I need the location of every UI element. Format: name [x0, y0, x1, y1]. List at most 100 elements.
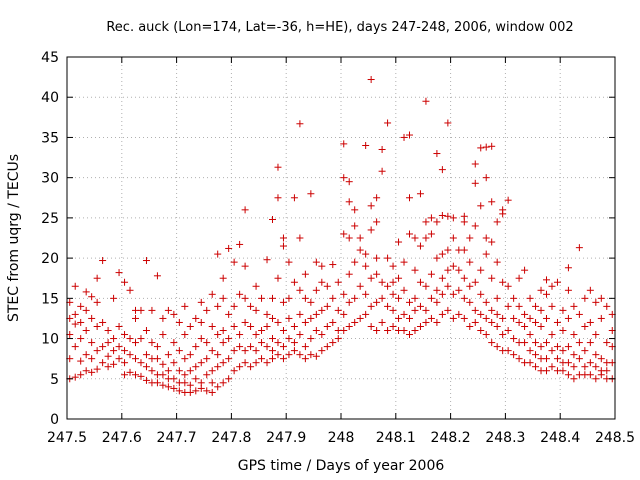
data-point [400, 258, 408, 266]
data-point [93, 298, 101, 306]
x-tick-label: 248.1 [376, 430, 416, 446]
data-point [411, 294, 419, 302]
data-point [208, 388, 216, 396]
data-point [477, 290, 485, 298]
data-point [384, 327, 392, 335]
data-point [389, 262, 397, 270]
data-point [230, 258, 238, 266]
data-point [148, 306, 156, 314]
data-point [351, 258, 359, 266]
data-point [159, 360, 167, 368]
data-point [192, 314, 200, 322]
data-point [422, 306, 430, 314]
data-point [159, 314, 167, 322]
data-point [214, 331, 222, 339]
data-point [373, 218, 381, 226]
data-point [570, 351, 578, 359]
data-point [208, 347, 216, 355]
data-point [471, 318, 479, 326]
data-point [132, 314, 139, 322]
data-point [318, 331, 326, 339]
data-point [548, 302, 556, 310]
data-point [269, 335, 276, 343]
chart-title: Rec. auck (Lon=174, Lat=-36, h=HE), days… [106, 20, 573, 35]
data-point [241, 262, 249, 270]
x-tick-label: 247.7 [157, 430, 197, 446]
data-point [186, 367, 194, 375]
x-tick-label: 247.6 [102, 430, 142, 446]
data-point [329, 339, 337, 347]
data-point [269, 294, 276, 302]
data-point [219, 274, 227, 282]
data-point [269, 355, 276, 363]
data-point [192, 343, 200, 351]
data-point [499, 206, 507, 214]
data-point [285, 335, 293, 343]
data-point [263, 343, 271, 351]
data-point [269, 314, 276, 322]
data-point [597, 314, 605, 322]
data-point [444, 119, 452, 127]
data-point [82, 327, 90, 335]
data-point [488, 318, 496, 326]
data-point [340, 327, 348, 335]
data-point [345, 234, 353, 242]
data-point [493, 218, 501, 226]
data-point [510, 335, 518, 343]
data-point [389, 322, 397, 330]
data-point [175, 347, 183, 355]
x-tick-label: 248.3 [485, 430, 525, 446]
data-point [159, 331, 167, 339]
data-point [279, 242, 287, 250]
data-point [466, 282, 474, 290]
data-point [88, 314, 96, 322]
data-point [225, 355, 233, 363]
data-point [460, 294, 468, 302]
data-point [71, 343, 79, 351]
data-point [263, 359, 271, 367]
data-point [406, 314, 413, 322]
data-point [137, 372, 145, 380]
data-point [548, 331, 556, 339]
data-point [460, 212, 468, 220]
data-point [367, 76, 375, 84]
data-point [142, 363, 150, 371]
y-tick-label: 20 [41, 251, 59, 267]
data-point [378, 278, 386, 286]
data-point [427, 294, 435, 302]
data-point [137, 335, 145, 343]
data-point [373, 194, 381, 202]
data-point [236, 331, 244, 339]
data-point [521, 310, 529, 318]
data-point [482, 314, 490, 322]
data-point [548, 363, 556, 371]
y-tick-label: 10 [41, 332, 59, 348]
data-point [340, 140, 348, 148]
data-point [301, 270, 309, 278]
data-point [153, 379, 161, 387]
data-point [384, 254, 392, 262]
data-point [362, 250, 370, 258]
data-point [334, 306, 342, 314]
data-point [164, 351, 172, 359]
data-point [438, 274, 446, 282]
data-point [499, 331, 507, 339]
data-point [340, 290, 348, 298]
data-point [515, 355, 523, 363]
data-point [543, 339, 550, 347]
data-point [175, 367, 183, 375]
data-point [252, 331, 260, 339]
data-point [488, 339, 496, 347]
data-point [318, 262, 326, 270]
data-point [312, 286, 320, 294]
data-point [400, 327, 408, 335]
data-point [362, 310, 370, 318]
data-point [575, 339, 583, 347]
data-point [411, 306, 419, 314]
data-point [564, 314, 572, 322]
data-point [258, 294, 266, 302]
data-point [252, 347, 260, 355]
data-point [592, 375, 600, 383]
data-point [203, 339, 211, 347]
data-point [252, 359, 260, 367]
